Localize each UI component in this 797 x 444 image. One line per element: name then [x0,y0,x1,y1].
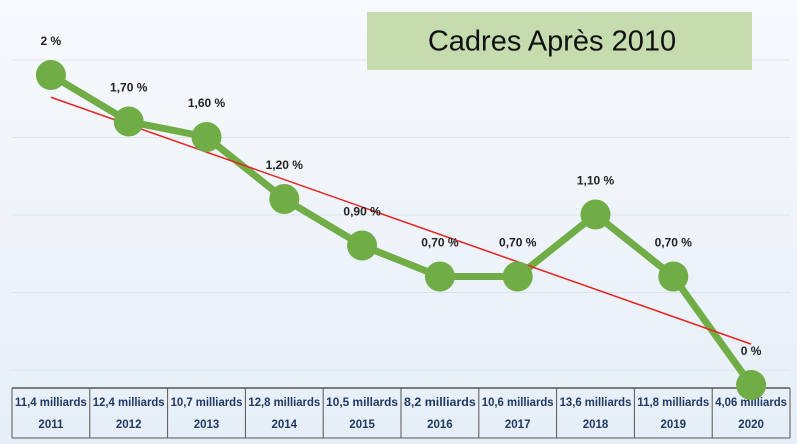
data-label: 1,10 % [577,174,615,188]
point [658,261,689,292]
data-label: 0,70 % [655,236,693,250]
x-tick-label: 2014 [272,419,298,431]
x-tick-label: 2015 [349,419,375,431]
x-tick-sublabel: 10,5 millards [326,397,398,409]
point [736,370,767,400]
point [347,230,378,261]
data-label: 1,70 % [110,81,148,95]
trend-line [50,96,752,345]
point [191,122,222,152]
data-label: 0 % [741,344,762,358]
data-label: 0,70 % [499,236,537,250]
point [269,184,300,214]
x-tick-label: 2013 [194,419,220,431]
x-tick-label: 2016 [427,419,453,431]
series-line [49,71,754,388]
x-tick-sublabel: 4,06 milliards [715,397,787,409]
x-tick-sublabel: 11,4 milliards [15,397,87,409]
x-tick-sublabel: 12,4 milliards [93,397,165,409]
data-label: 0,70 % [421,236,459,250]
point [424,261,455,292]
x-tick-label: 2017 [505,419,531,431]
data-label: 2 % [41,34,62,48]
point [35,60,66,90]
x-tick-sublabel: 12,8 milliards [248,397,320,409]
x-tick-sublabel: 8,2 milliards [404,397,476,409]
point [113,106,144,137]
data-label: 1,20 % [266,158,304,172]
point [502,261,533,292]
x-tick-sublabel: 10,6 milliards [482,397,554,409]
title-box [367,12,752,70]
x-tick-sublabel: 10,7 milliards [171,397,243,409]
x-tick-label: 2011 [38,419,64,431]
data-label: 0,90 % [343,205,381,219]
x-tick-label: 2019 [661,419,687,431]
point [580,199,611,230]
x-tick-label: 2012 [116,419,142,431]
x-tick-sublabel: 13,6 milliards [560,397,632,409]
x-tick-label: 2020 [738,419,764,431]
data-label: 1,60 % [188,96,226,110]
chart-title: Cadres Après 2010 [428,26,676,58]
x-tick-label: 2018 [583,419,609,431]
x-tick-sublabel: 11,8 milliards [637,397,709,409]
